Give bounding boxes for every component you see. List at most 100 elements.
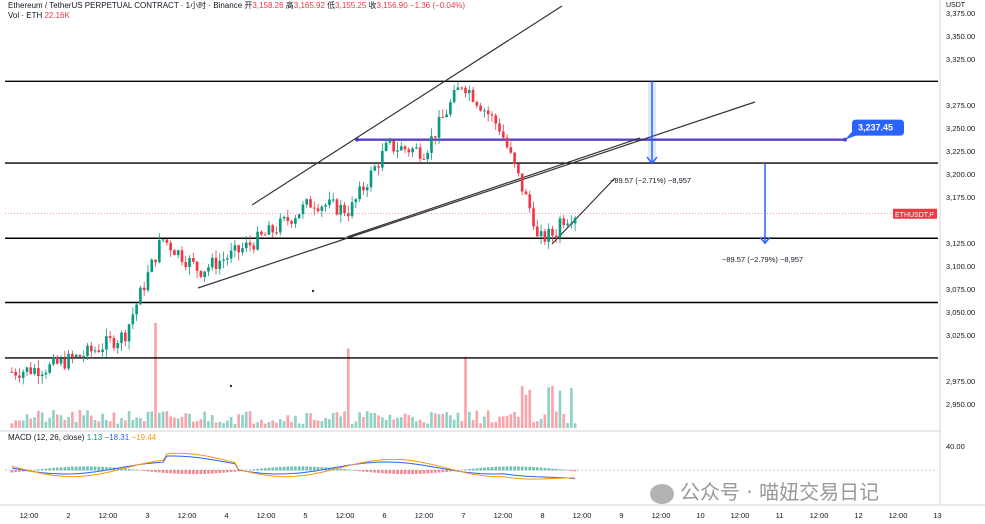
macd-hist-bar bbox=[207, 470, 210, 474]
chart-legend-title: Ethereum / TetherUS PERPETUAL CONTRACT ·… bbox=[8, 0, 465, 11]
macd-hist-bar bbox=[535, 467, 539, 471]
volume-bar bbox=[271, 420, 275, 428]
volume-bar bbox=[267, 422, 271, 428]
candle-body bbox=[573, 217, 577, 224]
time-tick-label: 3 bbox=[145, 511, 149, 520]
macd-hist-bar bbox=[562, 469, 566, 471]
candle-body bbox=[343, 204, 346, 214]
macd-hist-bar bbox=[55, 467, 59, 471]
volume-bar bbox=[74, 421, 78, 428]
volume-bar bbox=[343, 411, 346, 428]
time-tick-label: 12:00 bbox=[178, 511, 197, 520]
trend-lines[interactable] bbox=[197, 5, 756, 289]
macd-hist-bar bbox=[513, 466, 516, 471]
macd-hist-bar bbox=[173, 470, 176, 474]
candle-body bbox=[176, 250, 180, 256]
volume-bar bbox=[105, 420, 108, 428]
macd-hist-bar bbox=[146, 470, 150, 472]
macd-hist-bar bbox=[396, 470, 399, 474]
time-tick-label: 12:00 bbox=[573, 511, 592, 520]
price-tick-label: 2,950.00 bbox=[946, 400, 975, 409]
macd-hist-bar bbox=[411, 470, 414, 475]
macd-hist-bar bbox=[142, 470, 146, 472]
macd-hist-bar bbox=[101, 466, 104, 471]
volume-bar bbox=[184, 413, 188, 428]
macd-hist-bar bbox=[150, 470, 154, 472]
candle-body bbox=[551, 228, 554, 236]
macd-hist-bar bbox=[108, 467, 112, 471]
macd-hist-bar bbox=[203, 470, 206, 474]
volume-bar bbox=[169, 416, 172, 428]
price-tick-label: 3,050.00 bbox=[946, 308, 975, 317]
candle-body bbox=[437, 117, 441, 138]
volume-bar bbox=[199, 419, 203, 428]
candle-body bbox=[275, 232, 278, 234]
volume-bar bbox=[25, 414, 29, 428]
candle-body bbox=[267, 225, 271, 235]
volume-bar bbox=[252, 423, 256, 428]
candle-body bbox=[214, 257, 218, 269]
time-axis[interactable]: 12:00 2 12:00 3 12:00 4 12:00 5 12:00 6 12:00 7 12:0… bbox=[0, 504, 985, 520]
macd-hist-bar bbox=[501, 466, 505, 471]
candle-body bbox=[237, 245, 241, 253]
volume-bar bbox=[543, 414, 547, 428]
volume-bar bbox=[392, 419, 395, 428]
volume-bar bbox=[501, 416, 505, 428]
candle-body bbox=[422, 158, 426, 160]
candle-body bbox=[509, 147, 513, 153]
macd-hist-bar bbox=[214, 470, 218, 474]
macd-hist-bar bbox=[558, 469, 562, 471]
price-tick-label: 2,975.00 bbox=[946, 377, 975, 386]
volume-bar bbox=[40, 412, 44, 428]
candle-body bbox=[93, 350, 97, 352]
candle-body bbox=[282, 216, 286, 219]
trend-line bbox=[251, 5, 563, 206]
candle-body bbox=[97, 350, 101, 352]
candle-body bbox=[192, 258, 195, 262]
volume-bar bbox=[86, 410, 89, 428]
candle-body bbox=[10, 371, 14, 373]
volume-bar bbox=[384, 419, 388, 428]
macd-hist-bar bbox=[59, 467, 63, 471]
macd-hist-bar bbox=[309, 466, 312, 471]
macd-hist-bar bbox=[362, 470, 365, 472]
volume-bar bbox=[373, 412, 377, 428]
macd-hist-bar bbox=[157, 470, 161, 473]
watermark-text: 公众号 · 喵妞交易日记 bbox=[680, 480, 880, 504]
volume-bar bbox=[418, 419, 422, 428]
macd-hist-bar bbox=[328, 467, 331, 471]
macd-hist-bar bbox=[89, 466, 93, 471]
macd-hist-bar bbox=[373, 470, 377, 473]
candle-body bbox=[331, 199, 335, 201]
price-tick-label: 3,025.00 bbox=[946, 331, 975, 340]
volume-bar bbox=[237, 414, 241, 428]
horizontal-levels[interactable]: 3,300.913,212.043,130.263,060.393,000.11… bbox=[5, 76, 978, 363]
volume-bar bbox=[331, 413, 335, 428]
volume-bar bbox=[381, 417, 384, 428]
volume-bar bbox=[433, 413, 437, 428]
candle-body bbox=[377, 166, 380, 168]
candle-body bbox=[539, 231, 543, 237]
candle-body bbox=[346, 213, 350, 217]
macd-hist-bar bbox=[456, 470, 460, 471]
macd-hist-bar bbox=[528, 466, 532, 471]
candle-body bbox=[445, 114, 448, 118]
price-tick-label: 3,250.00 bbox=[946, 124, 975, 133]
volume-bar bbox=[498, 416, 501, 428]
volume-bar bbox=[539, 418, 543, 428]
legend-open: 3,158.26 bbox=[252, 1, 284, 10]
candle-body bbox=[105, 336, 108, 350]
volume-bar bbox=[422, 422, 426, 428]
macd-hist-bar bbox=[445, 470, 448, 472]
legend-low: 3,155.25 bbox=[335, 1, 367, 10]
candle-body bbox=[305, 199, 309, 205]
volume-bar bbox=[146, 411, 150, 428]
measure-arrows[interactable]: −89.57 (−2.71%) −8,957 −89.57 (−2.79%) −8… bbox=[229, 81, 803, 388]
candle-body bbox=[180, 250, 184, 263]
macd-hist-bar bbox=[305, 466, 309, 471]
macd-hist-bar bbox=[233, 470, 237, 472]
macd-hist-bar bbox=[381, 470, 384, 474]
candle-body bbox=[203, 271, 206, 277]
